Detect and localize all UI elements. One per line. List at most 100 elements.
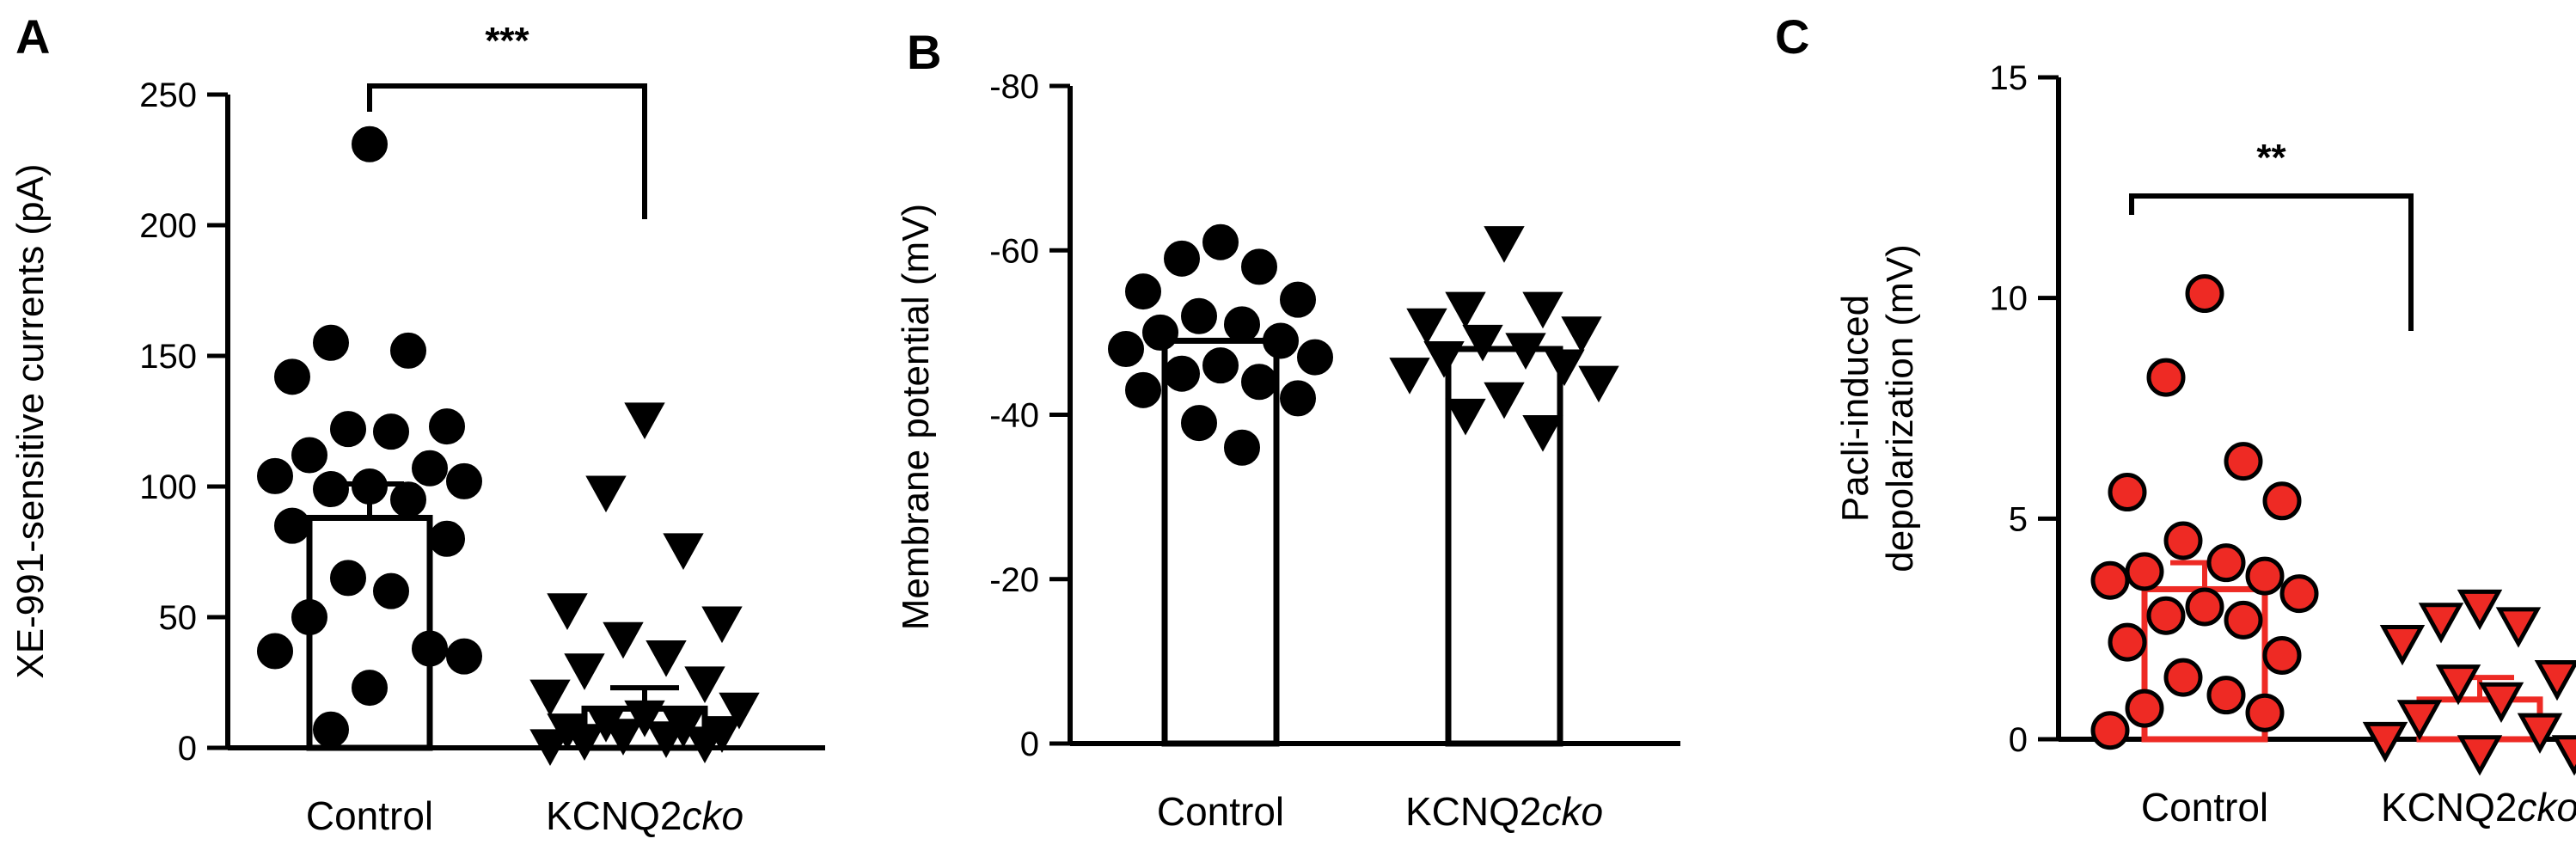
y-tick-label: 100 bbox=[139, 468, 197, 506]
data-point bbox=[412, 450, 448, 487]
y-tick-label: 5 bbox=[2009, 500, 2028, 538]
data-point bbox=[1484, 226, 1525, 263]
data-point bbox=[1280, 380, 1316, 417]
data-point bbox=[684, 726, 725, 763]
data-point bbox=[2090, 560, 2130, 600]
panel-a: A 0 50 100 150 200 250 XE-991-sensitive current… bbox=[9, 9, 825, 838]
data-point bbox=[330, 411, 366, 448]
y-tick-label: 250 bbox=[139, 77, 197, 114]
data-point bbox=[1445, 291, 1486, 329]
data-point bbox=[2362, 721, 2408, 763]
data-point bbox=[330, 560, 366, 597]
data-point bbox=[373, 572, 409, 609]
data-point bbox=[390, 332, 426, 369]
data-point bbox=[624, 402, 665, 440]
data-point bbox=[2457, 735, 2503, 776]
x-category-label: Control bbox=[1157, 789, 1284, 834]
x-category-prefix: KCNQ2 bbox=[1405, 789, 1541, 834]
data-point bbox=[1224, 306, 1260, 343]
data-point bbox=[257, 457, 293, 494]
data-point bbox=[257, 633, 293, 670]
significance-bracket bbox=[367, 83, 647, 219]
data-point bbox=[291, 599, 327, 635]
data-point bbox=[547, 593, 588, 630]
data-point bbox=[2146, 358, 2186, 397]
data-point bbox=[1164, 240, 1200, 277]
y-tick-label: 10 bbox=[1990, 280, 2028, 318]
x-category-prefix: Control bbox=[2141, 785, 2268, 829]
y-tick-label: -20 bbox=[989, 561, 1039, 599]
data-point bbox=[390, 481, 426, 518]
y-tick-label: -60 bbox=[989, 232, 1039, 270]
data-point bbox=[1561, 316, 1602, 353]
x-category-label: KCNQ2cko bbox=[2381, 785, 2576, 829]
data-point bbox=[2125, 552, 2164, 591]
panel-letter: B bbox=[907, 25, 941, 79]
data-point bbox=[1125, 371, 1161, 408]
y-axis-title-line: Pacli-induced bbox=[1834, 295, 1876, 522]
data-point bbox=[1445, 398, 1486, 436]
y-tick-label: 0 bbox=[1020, 725, 1039, 763]
x-category-italic: cko bbox=[1541, 789, 1603, 834]
y-tick-label: -40 bbox=[989, 397, 1039, 435]
panel-b: B 0 -20 -40 -60 -80 Membrane potential (mV) Con… bbox=[895, 25, 1680, 834]
data-point bbox=[1181, 297, 1217, 334]
x-category-prefix: Control bbox=[306, 793, 433, 838]
y-tick-label: 200 bbox=[139, 207, 197, 245]
y-tick-label: 150 bbox=[139, 338, 197, 376]
data-point bbox=[603, 621, 644, 659]
data-point bbox=[2206, 543, 2246, 583]
panel-letter: C bbox=[1775, 9, 1809, 64]
data-point bbox=[564, 653, 605, 690]
x-category-label: Control bbox=[306, 793, 433, 838]
data-point bbox=[1125, 273, 1161, 310]
data-point bbox=[2245, 693, 2285, 732]
data-point bbox=[446, 638, 482, 675]
data-point bbox=[352, 125, 388, 162]
data-point bbox=[1202, 347, 1239, 384]
x-category-prefix: Control bbox=[1157, 789, 1284, 834]
data-point bbox=[1181, 405, 1217, 442]
x-category-italic: cko bbox=[682, 793, 743, 838]
data-point bbox=[2125, 689, 2164, 728]
data-point bbox=[719, 692, 760, 730]
data-point bbox=[2379, 624, 2426, 666]
data-point bbox=[585, 475, 627, 513]
y-tick-label: 0 bbox=[2009, 721, 2028, 759]
y-tick-label: 50 bbox=[159, 599, 198, 637]
data-point bbox=[352, 468, 388, 505]
y-axis-title: Pacli-induceddepolarization (mV) bbox=[1834, 244, 1921, 572]
data-point bbox=[1224, 429, 1260, 466]
data-point bbox=[1578, 365, 1619, 403]
data-point bbox=[2185, 587, 2224, 627]
panel-c: C 0 5 10 15 Pacli-induceddepolarization (mV) C… bbox=[1775, 9, 2576, 829]
data-point bbox=[1389, 358, 1430, 395]
data-point bbox=[2457, 589, 2503, 631]
y-axis-title-line: depolarization (mV) bbox=[1879, 244, 1921, 572]
data-point bbox=[2185, 274, 2224, 314]
data-point bbox=[313, 711, 349, 748]
x-category-prefix: KCNQ2 bbox=[2381, 785, 2517, 829]
data-point bbox=[1462, 324, 1503, 362]
data-point bbox=[1423, 340, 1465, 378]
data-point bbox=[2206, 676, 2246, 715]
data-point bbox=[2396, 700, 2443, 741]
data-point bbox=[2262, 635, 2302, 675]
data-point bbox=[2279, 574, 2319, 614]
data-point bbox=[1505, 333, 1546, 370]
y-axis-title: Membrane potential (mV) bbox=[895, 204, 937, 630]
data-point bbox=[529, 729, 571, 767]
data-point bbox=[274, 358, 310, 395]
data-point bbox=[1522, 415, 1563, 452]
data-point bbox=[564, 724, 605, 761]
data-point bbox=[1108, 331, 1144, 367]
data-point bbox=[2495, 607, 2542, 648]
data-point bbox=[1280, 281, 1316, 318]
data-point bbox=[291, 437, 327, 474]
data-point bbox=[1297, 339, 1333, 376]
bar bbox=[1445, 346, 1563, 747]
data-point bbox=[1164, 355, 1200, 392]
x-category-italic: cko bbox=[2517, 785, 2576, 829]
data-point bbox=[1484, 382, 1525, 419]
data-point bbox=[646, 640, 687, 677]
